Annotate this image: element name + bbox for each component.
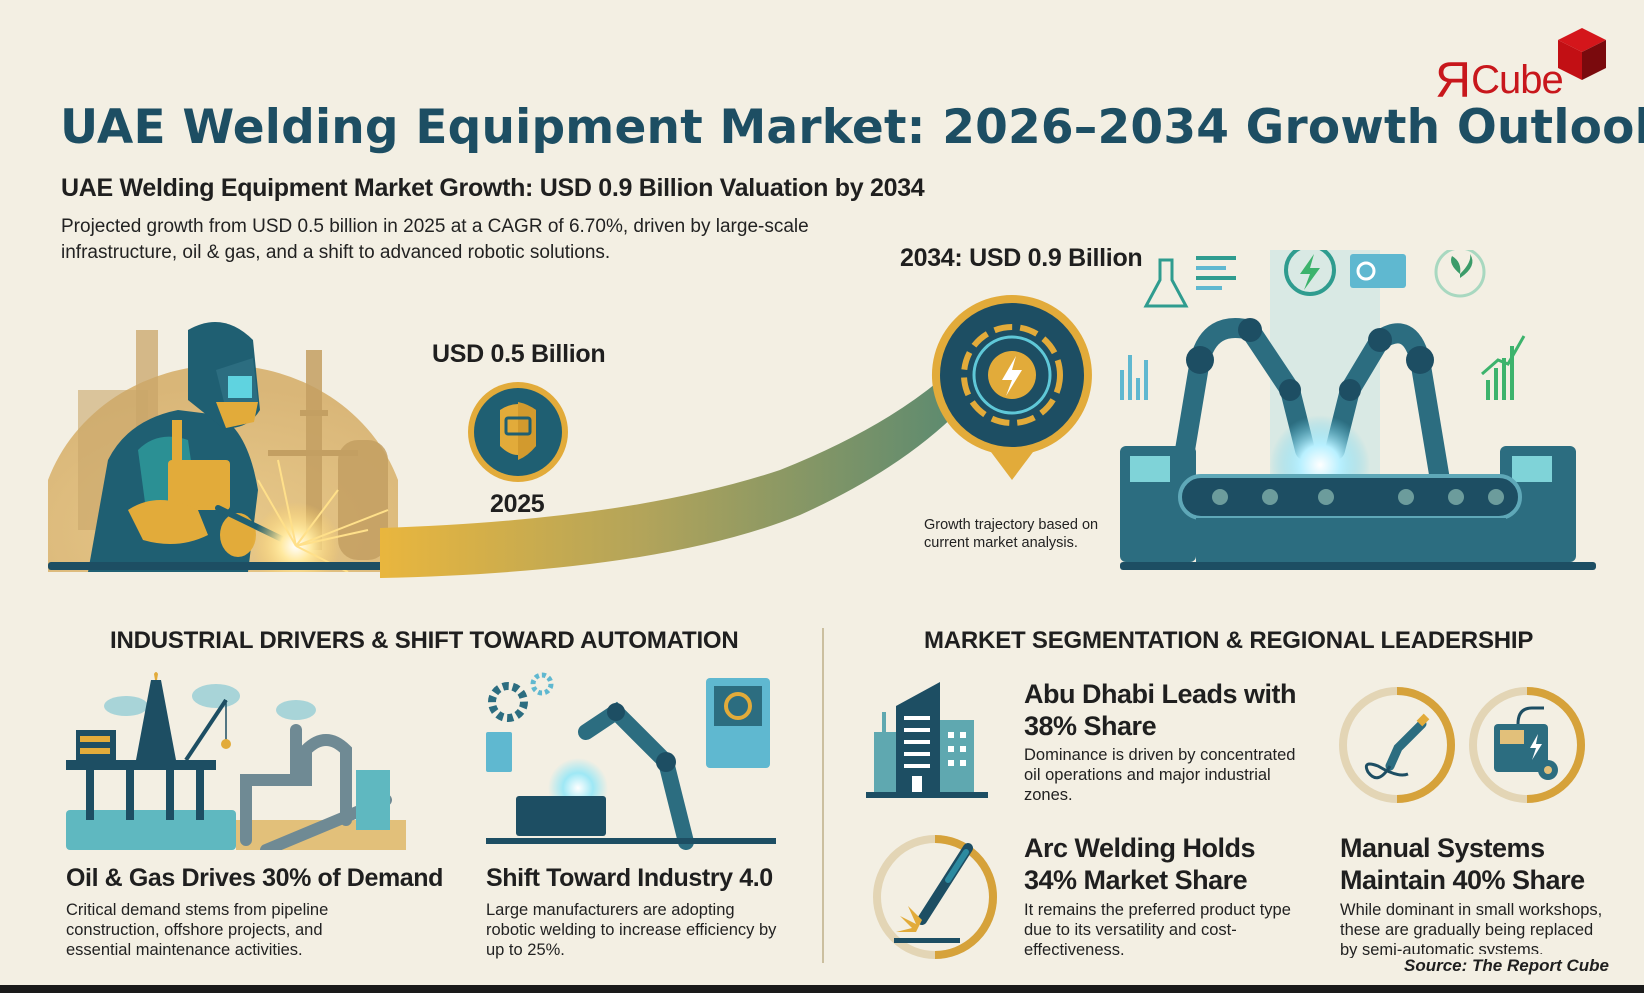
value-2025: USD 0.5 Billion bbox=[432, 340, 606, 368]
growth-timeline: USD 0.5 Billion 2025 2034: USD 0.9 Billi… bbox=[0, 244, 1644, 580]
year-2025: 2025 bbox=[490, 490, 545, 518]
cube-icon bbox=[1558, 28, 1606, 80]
logo-text: Cube bbox=[1471, 58, 1564, 102]
buildings-icon bbox=[866, 682, 988, 798]
welding-torch-icon bbox=[1339, 687, 1455, 803]
welding-machine-icon bbox=[1469, 687, 1585, 803]
robotic-welding-illustration bbox=[1120, 250, 1596, 570]
manual-systems-title-line2: Maintain 40% Share bbox=[1340, 865, 1585, 895]
manual-systems-title: Manual Systems Maintain 40% Share bbox=[1340, 832, 1640, 896]
manual-systems-description: While dominant in small workshops, these… bbox=[1340, 901, 1603, 958]
source-credit: Source: The Report Cube bbox=[1398, 954, 1615, 978]
intro-paragraph: Projected growth from USD 0.5 billion in… bbox=[61, 216, 809, 263]
arc-welding-title-line1: Arc Welding Holds bbox=[1024, 833, 1256, 863]
brand-logo: RCube bbox=[1432, 28, 1612, 108]
robotic-arm-illustration bbox=[486, 672, 776, 850]
page-title: UAE Welding Equipment Market: 2026–2034 … bbox=[60, 100, 1644, 155]
abu-dhabi-title-line2: 38% Share bbox=[1024, 711, 1157, 741]
abu-dhabi-title: Abu Dhabi Leads with 38% Share bbox=[1024, 678, 1324, 742]
industry-4-description: Large manufacturers are adopting robotic… bbox=[486, 901, 777, 959]
arc-welding-title: Arc Welding Holds 34% Market Share bbox=[1024, 832, 1324, 896]
welding-helmet-icon bbox=[468, 382, 568, 482]
growth-trajectory-band bbox=[380, 380, 960, 578]
abu-dhabi-title-line1: Abu Dhabi Leads with bbox=[1024, 679, 1297, 709]
drivers-heading: INDUSTRIAL DRIVERS & SHIFT TOWARD AUTOMA… bbox=[110, 627, 739, 654]
segmentation-heading: MARKET SEGMENTATION & REGIONAL LEADERSHI… bbox=[924, 627, 1534, 654]
gear-lightning-icon bbox=[931, 295, 1092, 480]
oil-gas-title: Oil & Gas Drives 30% of Demand bbox=[66, 864, 444, 892]
value-2034: 2034: USD 0.9 Billion bbox=[900, 244, 1143, 272]
arc-welding-title-line2: 34% Market Share bbox=[1024, 865, 1248, 895]
ground-line bbox=[48, 562, 418, 570]
logo-wordmark: RCube bbox=[1436, 52, 1564, 108]
trajectory-note: Growth trajectory based on current marke… bbox=[924, 517, 1099, 551]
welder-illustration bbox=[48, 322, 398, 572]
logo-letter: R bbox=[1436, 52, 1472, 108]
arc-welding-icon bbox=[873, 835, 997, 959]
abu-dhabi-description: Dominance is driven by concentrated oil … bbox=[1024, 746, 1296, 804]
industry-4-title: Shift Toward Industry 4.0 bbox=[486, 864, 773, 892]
section-divider bbox=[822, 628, 824, 963]
oil-gas-description: Critical demand stems from pipeline cons… bbox=[66, 901, 329, 959]
oil-rig-pipeline-illustration bbox=[66, 672, 406, 850]
arc-welding-description: It remains the preferred product type du… bbox=[1024, 901, 1291, 959]
manual-systems-title-line1: Manual Systems bbox=[1340, 833, 1545, 863]
page-subtitle: UAE Welding Equipment Market Growth: USD… bbox=[61, 174, 925, 202]
bottom-border bbox=[0, 985, 1644, 993]
